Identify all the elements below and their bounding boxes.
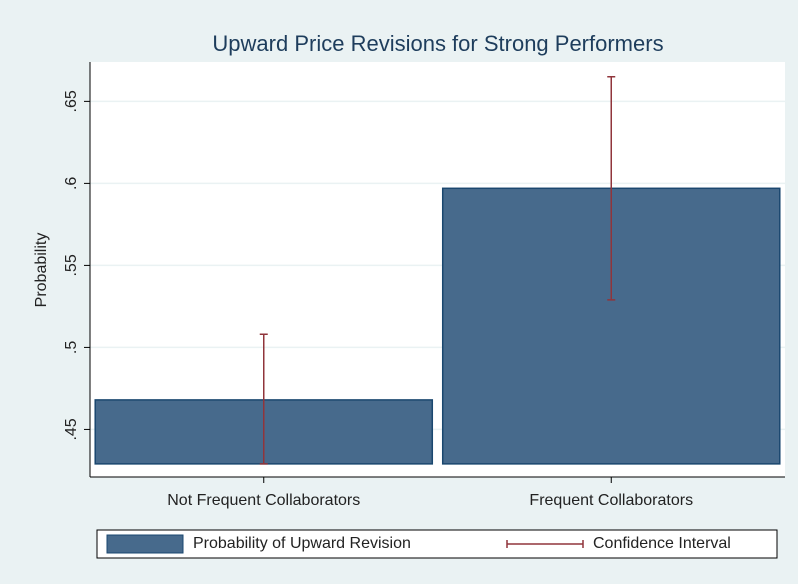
legend-swatch <box>506 540 584 548</box>
legend-label: Confidence Interval <box>593 535 731 552</box>
x-tick-label: Frequent Collaborators <box>529 492 693 509</box>
y-tick-label: .45 <box>63 418 80 440</box>
y-axis-label: Probability <box>33 233 50 308</box>
x-tick-label: Not Frequent Collaborators <box>167 492 360 509</box>
legend-swatch <box>106 534 184 554</box>
y-tick-label: .55 <box>63 254 80 276</box>
y-tick-label: .5 <box>63 341 80 354</box>
error-bar <box>259 333 268 465</box>
error-bar <box>607 76 616 301</box>
y-tick-label: .65 <box>63 90 80 112</box>
legend-box <box>96 529 778 559</box>
y-tick-label: .6 <box>63 177 80 190</box>
chart-title: Upward Price Revisions for Strong Perfor… <box>212 31 663 56</box>
legend-label: Probability of Upward Revision <box>193 535 411 552</box>
